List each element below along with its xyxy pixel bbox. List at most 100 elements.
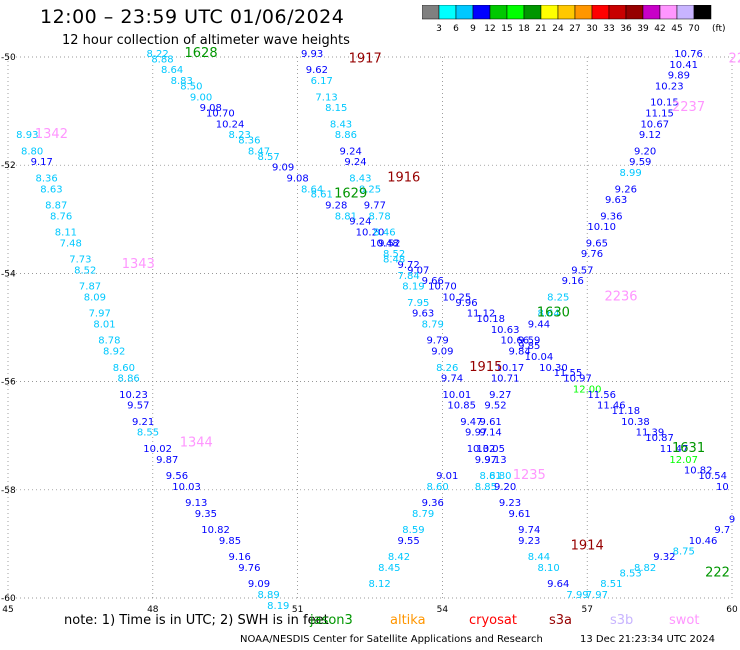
track-time-label: 222 — [705, 565, 730, 580]
wave-height-value: 9.59 — [629, 157, 651, 168]
wave-height-value: 8.61 — [480, 471, 502, 482]
wave-height-value: 10.30 — [539, 363, 568, 374]
wave-height-value: 11.18 — [611, 406, 640, 417]
wave-height-value: 8.79 — [412, 509, 434, 520]
wave-height-value: 7.84 — [397, 271, 419, 282]
wave-height-value: 9.63 — [412, 309, 434, 320]
wave-height-value: 8.64 — [537, 309, 559, 320]
wave-height-value: 9.62 — [306, 65, 328, 76]
color-scale-legend: 3 6 9 12 15 18 21 24 27 30 33 36 39 42 45 70 (ft) — [422, 5, 726, 34]
wave-height-value: 9.96 — [455, 298, 477, 309]
wave-height-value: 8.99 — [620, 168, 642, 179]
wave-height-value: 9.07 — [407, 265, 429, 276]
wave-height-value: 9.13 — [484, 455, 506, 466]
wave-height-value: 8.53 — [620, 568, 642, 579]
wave-height-value: 9.09 — [431, 347, 453, 358]
x-tick-label: 51 — [292, 605, 303, 612]
wave-height-value: 8.60 — [426, 482, 448, 493]
color-scale-label: 42 — [654, 24, 665, 34]
wave-height-value: 9.09 — [248, 579, 270, 590]
y-tick-label: -52 — [1, 161, 16, 171]
wave-height-value: 10.20 — [356, 228, 385, 239]
wave-height-value: 10.66 — [500, 336, 529, 347]
wave-height-value: 7.97 — [89, 309, 111, 320]
footer-note: note: 1) Time is in UTC; 2) SWH is in fe… — [64, 613, 329, 628]
wave-height-value: 8.85 — [475, 482, 497, 493]
wave-height-value: 8.57 — [258, 152, 280, 163]
x-tick-label: 60 — [726, 605, 738, 612]
wave-height-value: 9.63 — [605, 195, 627, 206]
wave-height-value: 9.57 — [127, 401, 149, 412]
color-scale-label: 45 — [671, 24, 682, 34]
wave-height-value: 9.36 — [422, 498, 444, 509]
track-time-label: 1342 — [35, 127, 68, 142]
wave-height-value: 10.76 — [674, 49, 703, 60]
wave-height-value: 9.47 — [460, 417, 482, 428]
wave-height-value: 12.00 — [573, 384, 602, 395]
wave-height-value: 9.20 — [634, 146, 656, 157]
track-time-label: 1629 — [334, 187, 367, 202]
wave-height-value: 8.01 — [93, 320, 115, 331]
wave-height-value: 8.64 — [301, 184, 323, 195]
wave-height-value: 9.74 — [518, 525, 540, 536]
x-tick-label: 54 — [437, 605, 449, 612]
wave-height-value: 6.17 — [311, 76, 333, 87]
wave-height-value: 9.44 — [528, 320, 550, 331]
wave-height-value: 9.24 — [340, 146, 362, 157]
wave-height-value: 7.48 — [60, 238, 82, 249]
wave-height-value: 8.36 — [238, 136, 260, 147]
wave-height-value: 8.22 — [146, 49, 168, 60]
wave-height-value: 7.87 — [79, 282, 101, 293]
wave-height-value: 8.86 — [335, 130, 357, 141]
wave-height-value: 9.21 — [132, 417, 154, 428]
wave-height-value: 9.61 — [508, 509, 530, 520]
wave-height-value: 9.59 — [518, 336, 540, 347]
wave-height-value: 10.70 — [206, 109, 235, 120]
wave-height-value: 8.52 — [74, 265, 96, 276]
wave-height-value: 10.85 — [447, 401, 476, 412]
satellite-legend-s3b: s3b — [610, 613, 634, 628]
wave-height-value: 9.89 — [668, 71, 690, 82]
color-scale-unit: (ft) — [712, 24, 726, 34]
wave-height-value: 8.78 — [98, 336, 120, 347]
wave-height-value: 9.28 — [325, 200, 347, 211]
wave-height-value: 10.25 — [443, 292, 472, 303]
wave-height-value: 9.52 — [484, 401, 506, 412]
track-time-label: 1630 — [537, 306, 570, 321]
color-scale-label: 9 — [470, 24, 476, 34]
wave-height-value: 10.23 — [119, 390, 148, 401]
wave-height-value: 12.07 — [669, 455, 698, 466]
wave-height-value: 8.92 — [103, 347, 125, 358]
wave-height-value: 8.89 — [258, 590, 280, 601]
wave-height-value: 10.82 — [684, 466, 713, 477]
wave-height-value: 9.97 — [465, 428, 487, 439]
wave-height-value: 9.93 — [301, 49, 323, 60]
wave-height-value: 8.42 — [388, 552, 410, 563]
track-time-label: 1343 — [122, 257, 155, 272]
track-time-label: 22 — [729, 51, 740, 66]
wave-height-value: 9.85 — [518, 341, 540, 352]
wave-height-value: 9.97 — [475, 455, 497, 466]
color-scale-label: 24 — [552, 24, 564, 34]
satellite-legend-cryosat: cryosat — [469, 613, 517, 628]
satellite-legend-swot: swot — [669, 613, 700, 628]
wave-height-value: 10.67 — [640, 119, 669, 130]
wave-height-value: 11.56 — [587, 390, 616, 401]
track-time-label: 2237 — [672, 100, 705, 115]
wave-height-value: 8.51 — [600, 579, 622, 590]
track-time-label: 1917 — [349, 51, 382, 66]
track-time-label: 1631 — [672, 441, 705, 456]
wave-height-value: 11.15 — [645, 109, 674, 120]
wave-height-value: 8.75 — [673, 547, 695, 558]
wave-height-value: 9.35 — [195, 509, 217, 520]
wave-height-value: 8.47 — [248, 146, 270, 157]
wave-height-value: 8.25 — [359, 184, 381, 195]
wave-height-value: 9.85 — [219, 536, 241, 547]
wave-height-value: 7.13 — [315, 92, 337, 103]
wave-height-value: 9.61 — [480, 417, 502, 428]
wave-height-value: 9.27 — [489, 390, 511, 401]
wave-height-value: 9.52 — [378, 238, 400, 249]
color-scale-label: 12 — [484, 24, 495, 34]
track-time-label: 1628 — [185, 46, 218, 61]
color-swatch — [693, 5, 712, 20]
